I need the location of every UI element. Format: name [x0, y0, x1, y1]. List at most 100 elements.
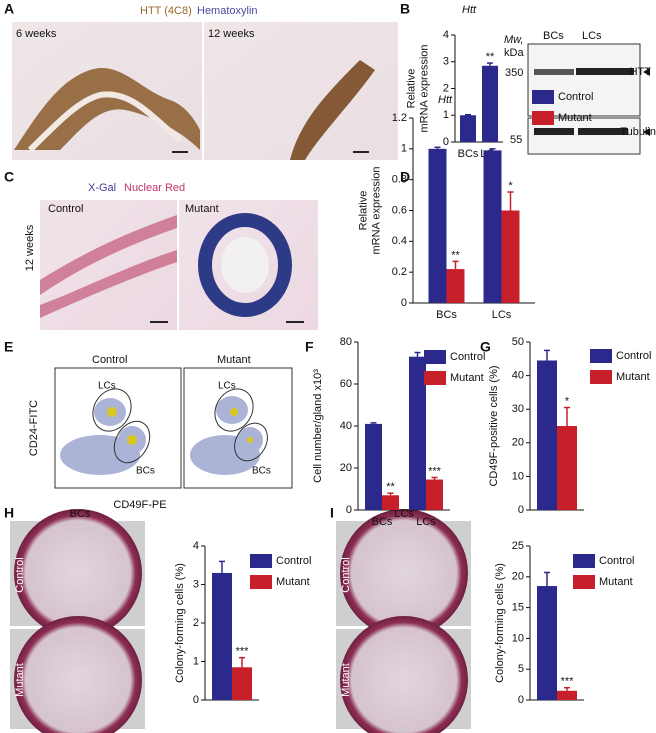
- legend-swatch: [590, 349, 612, 363]
- legend-swatch: [424, 371, 446, 385]
- tissue-stain: [290, 60, 375, 160]
- band-label: Tubulin: [620, 126, 656, 138]
- y-tick-label: 50: [512, 336, 524, 348]
- bar: [537, 360, 557, 510]
- tissue-stain: [40, 215, 177, 295]
- legend-label: Control: [616, 350, 651, 362]
- significance-label: **: [386, 481, 395, 493]
- bar: [537, 586, 557, 700]
- panel-label: B: [400, 1, 410, 17]
- significance-label: ***: [428, 465, 442, 477]
- y-tick-label: 1: [443, 109, 449, 121]
- y-tick-label: 2: [193, 617, 199, 629]
- band-label: HTT: [630, 66, 652, 78]
- mw-marker: 55: [510, 134, 522, 146]
- gate: [92, 388, 268, 464]
- y-tick-label: 20: [512, 437, 524, 449]
- y-axis-label: Colony-forming cells (%): [494, 563, 506, 683]
- plot-title: Control: [92, 354, 127, 366]
- y-axis-label: mRNA expression: [370, 166, 382, 254]
- y-tick-label: 1: [401, 143, 407, 155]
- image-label: Control: [14, 557, 26, 592]
- mw-label: Mw,: [504, 34, 524, 46]
- bar: [426, 479, 443, 510]
- legend-label: Control: [276, 555, 311, 567]
- y-tick-label: 30: [512, 403, 524, 415]
- panel-label: F: [305, 339, 314, 355]
- mw-marker: 350: [505, 67, 523, 79]
- legend-swatch: [532, 111, 554, 125]
- stain-label: HTT (4C8): [140, 5, 192, 17]
- legend-label: Mutant: [599, 576, 633, 588]
- colony-dish: [14, 509, 142, 637]
- y-tick-label: 4: [443, 29, 449, 41]
- significance-label: **: [451, 249, 460, 261]
- legend-swatch: [250, 554, 272, 568]
- legend-swatch: [250, 575, 272, 589]
- y-axis-label: CD49F-positive cells (%): [488, 365, 500, 486]
- legend-label: Mutant: [616, 371, 650, 383]
- y-tick-label: 0: [401, 297, 407, 309]
- bar: [212, 572, 232, 700]
- bar: [428, 148, 447, 303]
- x-tick-label: BCs: [458, 148, 479, 160]
- image-label: 12 weeks: [208, 28, 255, 40]
- tissue-lumen: [221, 237, 269, 293]
- legend-swatch: [573, 575, 595, 589]
- stain-label: Nuclear Red: [124, 182, 185, 194]
- y-tick-label: 5: [518, 663, 524, 675]
- significance-label: **: [486, 51, 495, 63]
- y-tick-label: 20: [512, 571, 524, 583]
- mw-unit: kDa: [504, 47, 524, 59]
- blot-band: [578, 128, 628, 135]
- bar: [557, 426, 577, 510]
- y-tick-label: 0.8: [392, 174, 407, 186]
- chart-title: Htt: [438, 94, 453, 106]
- y-axis-label: Cell number/gland x10³: [312, 369, 324, 483]
- legend-label: Control: [450, 351, 485, 363]
- blot-band: [576, 68, 634, 75]
- bar: [501, 210, 520, 303]
- panel-label: E: [4, 339, 13, 355]
- legend-swatch: [424, 350, 446, 364]
- y-axis-label: Relative: [357, 191, 369, 231]
- colony-dish: [340, 509, 468, 637]
- y-tick-label: 0.4: [392, 235, 407, 247]
- legend-label: Mutant: [276, 576, 310, 588]
- y-tick-label: 2: [443, 82, 449, 94]
- legend-swatch: [590, 370, 612, 384]
- legend-label: Control: [599, 555, 634, 567]
- flow-dense: [107, 407, 253, 445]
- y-axis-label: Relative: [405, 69, 417, 109]
- blot: [527, 43, 641, 117]
- y-tick-label: 4: [193, 540, 199, 552]
- band-arrow: [643, 128, 650, 136]
- x-tick-label: LCs: [416, 516, 436, 528]
- lane-label: LCs: [582, 30, 602, 42]
- tissue-stain: [14, 67, 200, 150]
- bar: [446, 269, 465, 303]
- axis-label: CD49F-PE: [113, 499, 166, 511]
- y-tick-label: 60: [340, 378, 352, 390]
- image-label: Mutant: [14, 663, 26, 697]
- bar: [483, 150, 502, 303]
- x-tick-label: BCs: [436, 309, 457, 321]
- band-arrow: [643, 68, 650, 76]
- significance-label: *: [565, 395, 570, 407]
- y-axis-label: mRNA expression: [418, 44, 430, 132]
- lane-label: BCs: [543, 30, 564, 42]
- image-title: LCs: [394, 508, 414, 520]
- y-tick-label: 10: [512, 632, 524, 644]
- panel-label: I: [330, 505, 334, 521]
- y-tick-label: 3: [443, 56, 449, 68]
- panel-label: C: [4, 169, 14, 185]
- gate-label: BCs: [252, 466, 271, 477]
- axis-label: CD24-FITC: [28, 400, 40, 456]
- y-axis-label: Colony-forming cells (%): [174, 563, 186, 683]
- panel-label: H: [4, 505, 14, 521]
- bar: [460, 115, 476, 142]
- stain-label: X-Gal: [88, 182, 116, 194]
- legend-label: Mutant: [558, 112, 592, 124]
- y-tick-label: 0: [518, 504, 524, 516]
